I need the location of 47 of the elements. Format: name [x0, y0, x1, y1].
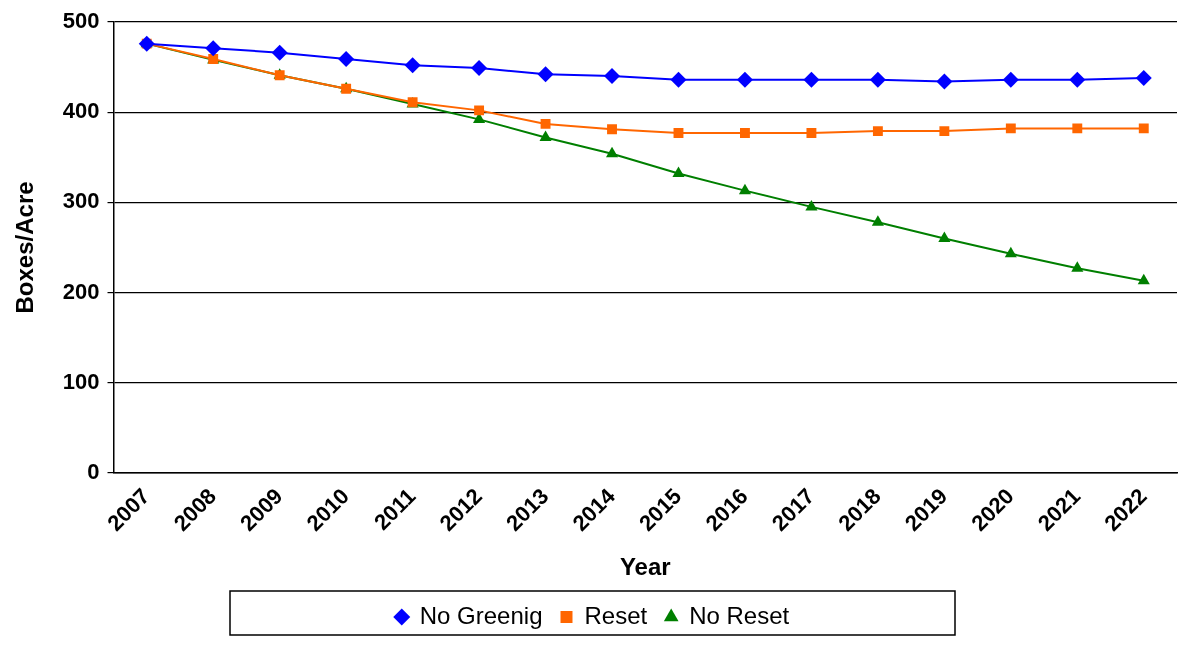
y-tick-label: 300: [62, 188, 100, 214]
point: [607, 124, 617, 135]
point: [938, 231, 951, 242]
y-tick-label: 500: [62, 8, 100, 34]
point: [540, 118, 551, 129]
point: [1071, 261, 1084, 272]
point: [871, 215, 884, 226]
point: [1137, 273, 1150, 285]
point: [404, 57, 421, 74]
point: [806, 127, 817, 138]
point: [271, 44, 288, 61]
point: [805, 199, 818, 211]
point: [939, 126, 950, 137]
y-tick-label: 0: [87, 458, 100, 484]
point: [740, 127, 750, 138]
point: [872, 126, 883, 137]
point: [338, 50, 355, 67]
point: [205, 40, 222, 57]
point: [1072, 123, 1083, 134]
legend-label: Reset: [584, 601, 648, 629]
point: [803, 71, 820, 88]
point: [605, 146, 619, 158]
y-tick-label: 200: [62, 278, 100, 304]
point: [1004, 246, 1017, 258]
point: [736, 71, 753, 88]
point: [936, 73, 953, 90]
point: [670, 71, 687, 88]
point: [1135, 69, 1152, 86]
point: [537, 66, 554, 83]
point: [1069, 71, 1086, 88]
point: [673, 127, 684, 138]
y-tick-label: 100: [62, 368, 100, 394]
point: [738, 183, 752, 195]
y-axis-title: Boxes/Acre: [11, 181, 39, 314]
legend-label: No Greenig: [419, 601, 543, 629]
point: [672, 166, 685, 178]
y-tick-label: 400: [62, 98, 100, 124]
point: [539, 130, 552, 141]
legend-label: No Reset: [689, 601, 790, 629]
point: [1002, 71, 1019, 88]
point: [1005, 123, 1016, 134]
point: [474, 105, 485, 116]
point: [471, 59, 488, 76]
point: [604, 68, 621, 85]
point: [1138, 123, 1149, 134]
x-axis-title: Year: [619, 553, 671, 581]
point: [869, 71, 886, 88]
